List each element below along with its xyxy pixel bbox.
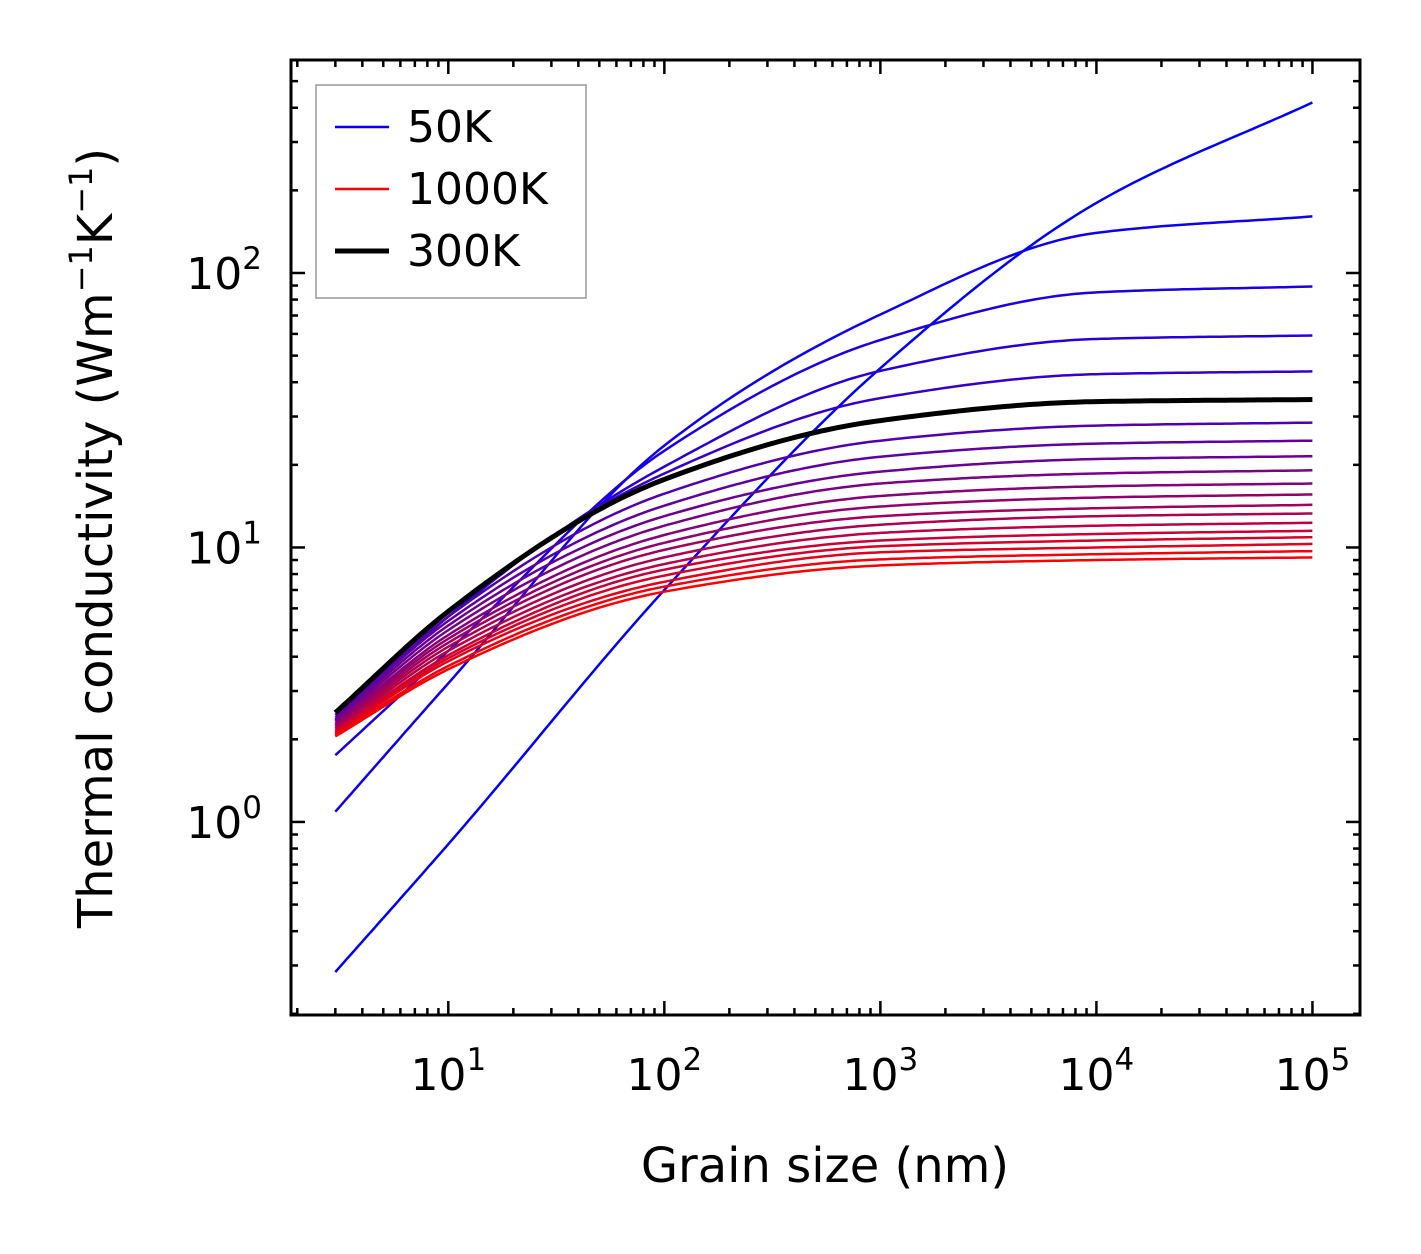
legend-label: 50K: [407, 102, 493, 153]
series-line-900K: [334, 542, 1313, 736]
series-line-300K: [333, 397, 1313, 715]
series-line-250K: [334, 370, 1313, 717]
legend-label: 1000K: [407, 164, 549, 215]
legend-box: [315, 84, 587, 299]
series-line-750K: [334, 521, 1313, 732]
y-tick-label: 101: [186, 515, 262, 574]
series-line-650K: [334, 503, 1313, 728]
x-tick-label: 101: [410, 1042, 486, 1101]
y-tick-label: 100: [186, 790, 262, 849]
x-axis-label: Grain size (nm): [641, 1138, 1009, 1194]
curves: [333, 101, 1313, 973]
series-line-600K: [334, 493, 1313, 727]
x-tick-label: 103: [843, 1042, 919, 1101]
series-line-800K: [334, 529, 1313, 733]
plot-frame: [289, 58, 1362, 1017]
legend: 50K 1000K 300K: [315, 84, 587, 299]
y-axis-label: Thermal conductivity (Wm−1K−1): [62, 148, 124, 929]
tick-labels: 101 102 103 104 105 100 101 102: [186, 241, 1350, 1101]
series-line-1000K: [334, 556, 1313, 738]
series-line-950K: [334, 549, 1313, 737]
legend-label: 300K: [407, 226, 521, 277]
x-tick-label: 102: [626, 1042, 702, 1101]
x-tick-label: 104: [1059, 1042, 1135, 1101]
series-line-450K: [334, 454, 1313, 721]
series-line-700K: [334, 512, 1313, 730]
series-line-500K: [334, 469, 1313, 723]
series-line-350K: [334, 421, 1313, 717]
series-line-200K: [334, 334, 1313, 722]
x-tick-label: 105: [1275, 1042, 1351, 1101]
series-line-50K: [334, 101, 1313, 973]
y-tick-label: 102: [186, 241, 262, 300]
series-line-850K: [334, 535, 1313, 734]
series-line-100K: [334, 215, 1313, 813]
series-line-400K: [334, 439, 1313, 719]
series-line-550K: [334, 482, 1313, 725]
